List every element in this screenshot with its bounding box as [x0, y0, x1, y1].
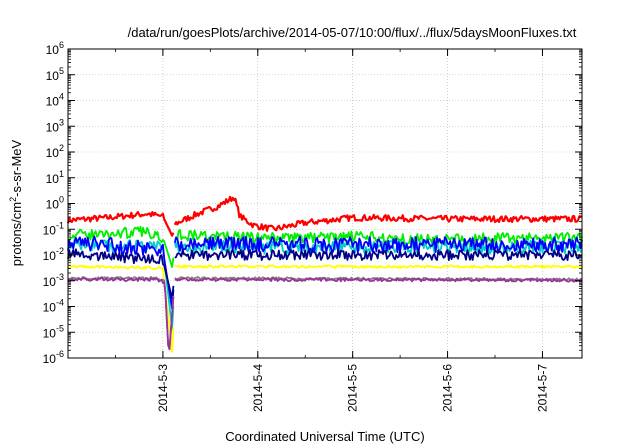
y-tick-label: 103 — [46, 117, 64, 134]
plot-frame — [67, 48, 583, 359]
y-tick-label: 10-5 — [43, 323, 64, 340]
x-axis-label: Coordinated Universal Time (UTC) — [225, 429, 424, 444]
series-line-6-b — [174, 264, 583, 269]
y-tick-label-base: 10 — [46, 146, 60, 160]
y-tick-label-base: 10 — [46, 43, 60, 57]
series-group — [66, 195, 583, 353]
y-tick-label-base: 10 — [43, 326, 57, 340]
y-tick-label: 10-6 — [43, 349, 64, 366]
y-tick-label-base: 10 — [43, 275, 57, 289]
y-tick-label-exp: 3 — [59, 117, 64, 127]
series-line-8-b — [174, 277, 583, 283]
axis-ticks — [68, 48, 582, 359]
y-tick-label: 10-2 — [43, 246, 64, 263]
plot-area — [66, 48, 583, 359]
y-tick-label: 10-1 — [43, 220, 64, 237]
grid — [68, 49, 582, 358]
y-tick-label: 104 — [46, 92, 64, 109]
y-tick-label-exp: 4 — [59, 92, 64, 102]
y-tick-labels: 10-610-510-410-310-210-11001011021031041… — [43, 40, 64, 366]
series-line-2-a — [67, 225, 175, 268]
chart-title: /data/run/goesPlots/archive/2014-05-07/1… — [128, 25, 577, 40]
y-tick-label-exp: 1 — [59, 169, 64, 179]
series-line-1-a — [66, 211, 175, 237]
series-line-8-a — [67, 277, 175, 351]
series-line-5-a — [67, 248, 175, 300]
series-line-1-b — [173, 195, 583, 232]
y-tick-label-exp: -3 — [56, 272, 64, 282]
y-tick-label-exp: -2 — [56, 246, 64, 256]
y-tick-label: 10-3 — [43, 272, 64, 289]
y-tick-label-exp: -4 — [56, 298, 64, 308]
y-tick-label: 105 — [46, 66, 64, 83]
x-tick-label: 2014-5-5 — [346, 364, 360, 412]
series-line-4-b — [173, 235, 583, 254]
y-tick-label-base: 10 — [43, 301, 57, 315]
y-tick-label-base: 10 — [43, 352, 57, 366]
y-tick-label: 100 — [46, 195, 64, 212]
y-tick-label-exp: 5 — [59, 66, 64, 76]
y-tick-label: 101 — [46, 169, 64, 186]
x-tick-labels: 2014-5-3 2014-5-4 2014-5-5 2014-5-6 2014-5-7 — [156, 364, 550, 412]
y-tick-label: 106 — [46, 40, 64, 57]
y-tick-label: 10-4 — [43, 298, 64, 315]
y-tick-label-base: 10 — [46, 172, 60, 186]
x-tick-label: 2014-5-3 — [156, 364, 170, 412]
x-tick-label: 2014-5-6 — [441, 364, 455, 412]
series-line-4-a — [67, 235, 175, 310]
y-tick-label-base: 10 — [43, 249, 57, 263]
y-tick-label-exp: -6 — [56, 349, 64, 359]
y-axis-label: protons/cm2-s-sr-MeV — [8, 139, 24, 266]
y-tick-label-base: 10 — [46, 120, 60, 134]
y-tick-label-exp: -5 — [56, 323, 64, 333]
y-axis-label-base: protons/cm — [9, 202, 24, 266]
y-axis-label-sup: 2 — [8, 197, 18, 202]
y-tick-label: 102 — [46, 143, 64, 160]
y-tick-label-base: 10 — [46, 198, 60, 212]
series-line-7-a — [67, 276, 175, 350]
x-tick-label: 2014-5-4 — [251, 364, 265, 412]
y-axis-label-rest: -s-sr-MeV — [9, 139, 24, 196]
y-tick-label-exp: 6 — [59, 40, 64, 50]
series-line-5-b — [174, 249, 583, 261]
y-tick-label-exp: 0 — [59, 195, 64, 205]
y-tick-label-base: 10 — [43, 223, 57, 237]
y-tick-label-exp: -1 — [56, 220, 64, 230]
y-tick-label-exp: 2 — [59, 143, 64, 153]
series-line-6-a — [67, 264, 175, 353]
y-tick-label-base: 10 — [46, 69, 60, 83]
y-tick-label-base: 10 — [46, 95, 60, 109]
x-tick-label: 2014-5-7 — [535, 364, 549, 412]
